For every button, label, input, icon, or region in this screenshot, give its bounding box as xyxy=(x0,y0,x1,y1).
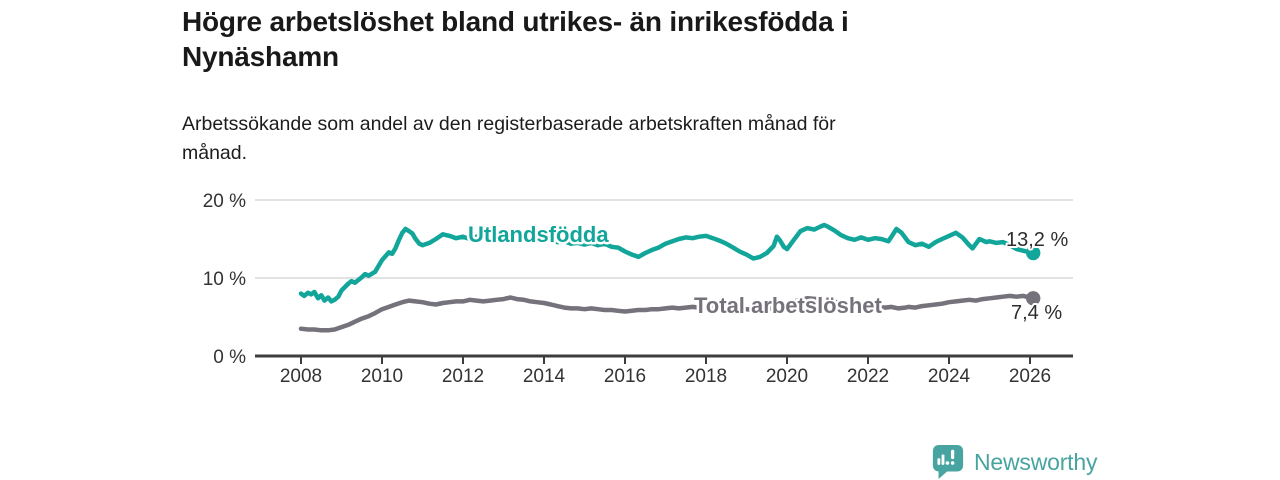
newsworthy-speech-bubble-bar-chart-icon xyxy=(932,445,964,479)
x-axis-tick-label: 2024 xyxy=(928,366,971,387)
x-axis-tick-label: 2012 xyxy=(442,366,484,387)
series-end-value-0: 13,2 % xyxy=(1006,229,1068,251)
series-inline-label-1: Total arbetslöshet xyxy=(694,293,883,318)
x-axis-tick-label: 2020 xyxy=(766,366,808,387)
chart-title: Högre arbetslöshet bland utrikes- än inr… xyxy=(182,6,849,72)
x-axis-tick-label: 2026 xyxy=(1009,366,1051,387)
x-axis-tick-label: 2010 xyxy=(361,366,403,387)
series-end-dot-0 xyxy=(1026,245,1041,261)
series-end-dot-1 xyxy=(1026,291,1041,306)
x-axis-tick-label: 2008 xyxy=(280,366,322,387)
y-axis-tick-label: 10 % xyxy=(203,269,246,290)
chart-subtitle: Arbetssökande som andel av den registerb… xyxy=(182,113,836,165)
x-axis-tick-label: 2016 xyxy=(604,366,646,387)
brand-name: Newsworthy xyxy=(974,448,1098,475)
series-line-0 xyxy=(298,222,1036,304)
newsworthy-logo: Newsworthy xyxy=(931,443,1097,480)
y-axis-tick-label: 20 % xyxy=(203,191,246,212)
x-axis-tick-label: 2018 xyxy=(685,366,727,387)
y-axis-tick-label: 0 % xyxy=(213,347,246,368)
x-axis-tick-label: 2014 xyxy=(523,366,566,387)
series-inline-label-0: Utlandsfödda xyxy=(468,222,609,247)
series-end-value-1: 7,4 % xyxy=(1011,302,1062,324)
x-axis-tick-label: 2022 xyxy=(847,366,889,387)
series-line-1 xyxy=(298,293,1036,333)
